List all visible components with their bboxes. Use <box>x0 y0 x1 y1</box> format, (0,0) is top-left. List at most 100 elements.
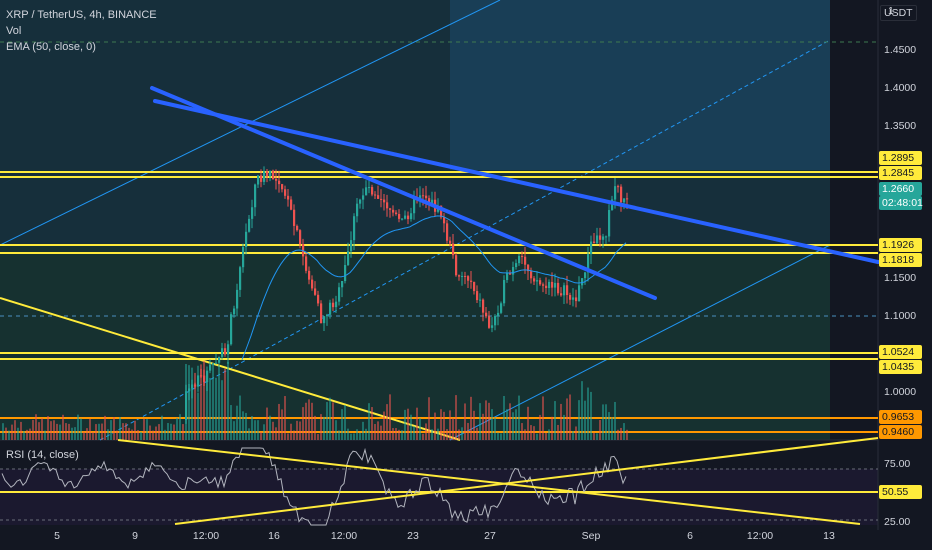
candle <box>410 213 413 220</box>
volume-bar <box>542 396 544 440</box>
candle <box>614 186 617 200</box>
volume-bar <box>617 429 619 440</box>
volume-bar <box>581 381 583 440</box>
volume-bar <box>71 427 73 440</box>
volume-bar <box>263 424 265 440</box>
volume-bar <box>614 401 616 440</box>
volume-bar <box>320 414 322 440</box>
candle <box>314 288 317 295</box>
candle <box>446 223 449 241</box>
volume-bar <box>266 407 268 440</box>
volume-bar <box>308 399 310 440</box>
candle <box>287 195 290 200</box>
time-label-9: 6 <box>687 530 693 542</box>
level-label-2: 1.2845 <box>879 166 922 180</box>
volume-bar <box>206 371 208 440</box>
volume-bar <box>593 432 595 440</box>
volume-bar <box>83 431 85 440</box>
trendline-long[interactable] <box>153 99 880 264</box>
volume-bar <box>491 409 493 440</box>
volume-bar <box>182 424 184 440</box>
ema-line <box>241 215 627 360</box>
volume-bar <box>623 423 625 440</box>
volume-legend[interactable]: Vol <box>6 25 22 37</box>
volume-bar <box>278 403 280 440</box>
candle <box>194 384 197 387</box>
candle <box>365 187 368 196</box>
volume-bar <box>389 394 391 440</box>
volume-bar <box>215 377 217 440</box>
volume-bar <box>521 423 523 440</box>
volume-bar <box>467 422 469 440</box>
volume-bar <box>269 415 271 440</box>
volume-bar <box>395 428 397 440</box>
candle <box>476 291 479 301</box>
volume-bar <box>8 430 10 440</box>
candle <box>311 279 314 289</box>
volume-bar <box>260 431 262 440</box>
current-price-label: 1.2660 <box>879 182 922 196</box>
volume-bar <box>626 429 628 440</box>
candle <box>482 299 485 313</box>
candle <box>596 235 599 244</box>
trendline-steep[interactable] <box>150 86 657 300</box>
volume-bar <box>335 420 337 440</box>
candle <box>281 184 284 190</box>
candle <box>203 375 206 383</box>
candle <box>515 263 518 268</box>
candle <box>191 384 194 389</box>
candle <box>236 289 239 309</box>
price-tick-3: 1.3500 <box>884 120 917 132</box>
symbol-title[interactable]: XRP / TetherUS, 4h, BINANCE <box>6 9 157 21</box>
candle <box>509 273 512 275</box>
volume-bar <box>281 409 283 440</box>
volume-bar <box>152 430 154 440</box>
volume-bar <box>245 412 247 440</box>
time-label-8: Sep <box>581 530 601 542</box>
volume-bar <box>110 420 112 440</box>
ema-legend[interactable]: EMA (50, close, 0) <box>6 41 96 53</box>
volume-bar <box>143 418 145 440</box>
volume-bar <box>239 395 241 440</box>
volume-bar <box>482 413 484 440</box>
volume-bar <box>533 426 535 440</box>
volume-bar <box>230 405 232 440</box>
volume-bar <box>587 387 589 440</box>
volume-bar <box>218 364 220 440</box>
volume-bar <box>146 419 148 440</box>
candle <box>188 388 191 392</box>
rsi-legend[interactable]: RSI (14, close) <box>6 449 79 461</box>
volume-bar <box>296 420 298 440</box>
volume-bar <box>275 427 277 440</box>
rsi-current-label: 50.55 <box>879 485 922 499</box>
volume-bar <box>350 433 352 440</box>
volume-bar <box>122 423 124 440</box>
volume-bar <box>242 411 244 440</box>
level-label-8: 0.9460 <box>879 425 922 439</box>
volume-bar <box>548 429 550 440</box>
volume-bar <box>434 412 436 440</box>
candle <box>302 244 305 257</box>
volume-bar <box>86 428 88 440</box>
volume-bar <box>5 427 7 440</box>
candle <box>491 325 494 328</box>
volume-bar <box>401 430 403 440</box>
candle <box>371 187 374 195</box>
candle <box>620 186 623 203</box>
candle <box>290 199 293 210</box>
candle <box>551 281 554 288</box>
volume-bar <box>341 409 343 440</box>
candle <box>233 308 236 315</box>
volume-bar <box>497 432 499 440</box>
volume-bar <box>317 433 319 440</box>
candle <box>251 207 254 219</box>
volume-bar <box>374 424 376 440</box>
volume-bar <box>53 420 55 440</box>
candle <box>200 375 203 377</box>
volume-bar <box>65 423 67 440</box>
volume-bar <box>35 414 37 440</box>
currency-badge[interactable]: USDT <box>880 5 917 21</box>
volume-bar <box>131 429 133 440</box>
